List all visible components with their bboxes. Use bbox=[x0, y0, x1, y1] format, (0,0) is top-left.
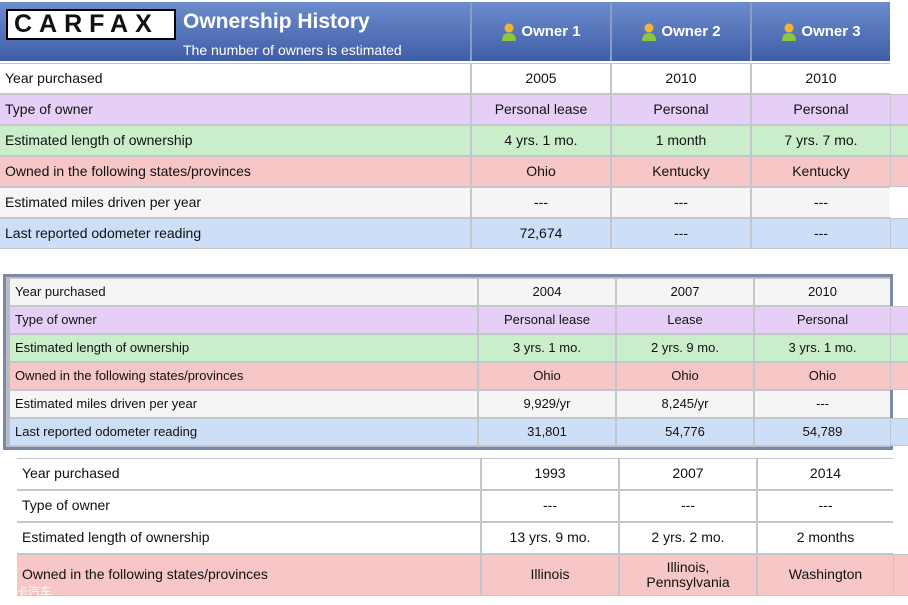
row-band bbox=[891, 219, 908, 248]
cell-value: --- bbox=[472, 188, 610, 217]
cell-value: 2010 bbox=[612, 64, 750, 93]
row-label: Type of owner bbox=[17, 491, 480, 521]
row-band bbox=[891, 307, 908, 333]
row-band bbox=[891, 95, 908, 124]
cell-value: 2 yrs. 2 mo. bbox=[620, 523, 756, 553]
cell-value: 2010 bbox=[755, 279, 890, 305]
owner-icon bbox=[642, 23, 657, 41]
cell-value: Lease bbox=[617, 307, 753, 333]
cell-value: Personal bbox=[612, 95, 750, 124]
cell-value: Ohio bbox=[755, 363, 890, 389]
cell-value: --- bbox=[620, 491, 756, 521]
row-label: Type of owner bbox=[10, 307, 477, 333]
row-band bbox=[891, 363, 908, 389]
owner-header: Owner 1 bbox=[472, 2, 610, 61]
cell-value: --- bbox=[612, 219, 750, 248]
row-label: Estimated length of ownership bbox=[0, 126, 470, 155]
row-band bbox=[894, 555, 908, 595]
cell-value: 4 yrs. 1 mo. bbox=[472, 126, 610, 155]
cell-value: 2 yrs. 9 mo. bbox=[617, 335, 753, 361]
cell-value: Personal lease bbox=[479, 307, 615, 333]
cell-value: 2005 bbox=[472, 64, 610, 93]
cell-value: 2007 bbox=[617, 279, 753, 305]
row-band bbox=[891, 335, 908, 361]
owner-header: Owner 3 bbox=[752, 2, 890, 61]
row-band bbox=[891, 126, 908, 155]
cell-value: 3 yrs. 1 mo. bbox=[755, 335, 890, 361]
cell-value: Personal lease bbox=[472, 95, 610, 124]
cell-value: Kentucky bbox=[612, 157, 750, 186]
cell-value: --- bbox=[752, 188, 890, 217]
subtitle: The number of owners is estimated bbox=[183, 42, 402, 58]
cell-value: Illinois bbox=[482, 555, 618, 595]
cell-value: Washington bbox=[758, 555, 893, 595]
row-label: Type of owner bbox=[0, 95, 470, 124]
title: Ownership History bbox=[183, 10, 370, 33]
cell-value: --- bbox=[755, 391, 890, 417]
row-label: Owned in the following states/provinces bbox=[0, 157, 470, 186]
cell-value: --- bbox=[758, 491, 893, 521]
cell-value: 3 yrs. 1 mo. bbox=[479, 335, 615, 361]
cell-value: 31,801 bbox=[479, 419, 615, 445]
cell-value: 9,929/yr bbox=[479, 391, 615, 417]
row-label: Owned in the following states/provinces bbox=[10, 363, 477, 389]
cell-value: 72,674 bbox=[472, 219, 610, 248]
cell-value: 2 months bbox=[758, 523, 893, 553]
cell-value: 2014 bbox=[758, 459, 893, 489]
row-label: Year purchased bbox=[0, 64, 470, 93]
logo: CARFAX bbox=[6, 9, 176, 40]
cell-value: --- bbox=[752, 219, 890, 248]
cell-value: --- bbox=[482, 491, 618, 521]
cell-value: 54,776 bbox=[617, 419, 753, 445]
owner-header: Owner 2 bbox=[612, 2, 750, 61]
row-label: Last reported odometer reading bbox=[0, 219, 470, 248]
cell-value: Ohio bbox=[479, 363, 615, 389]
row-label: Last reported odometer reading bbox=[10, 419, 477, 445]
row-label: Estimated miles driven per year bbox=[0, 188, 470, 217]
cell-value: Personal bbox=[755, 307, 890, 333]
cell-value: Personal bbox=[752, 95, 890, 124]
row-label: Estimated length of ownership bbox=[10, 335, 477, 361]
cell-value: Ohio bbox=[617, 363, 753, 389]
cell-value: 7 yrs. 7 mo. bbox=[752, 126, 890, 155]
owner-icon bbox=[502, 23, 517, 41]
row-label: Year purchased bbox=[10, 279, 477, 305]
row-band bbox=[891, 157, 908, 186]
cell-value: 54,789 bbox=[755, 419, 890, 445]
row-band bbox=[891, 419, 908, 445]
cell-value: --- bbox=[612, 188, 750, 217]
watermark: 爱卡汽车 bbox=[4, 585, 53, 599]
cell-value: 13 yrs. 9 mo. bbox=[482, 523, 618, 553]
cell-value: 8,245/yr bbox=[617, 391, 753, 417]
cell-value: Illinois, Pennsylvania bbox=[620, 555, 756, 595]
row-label: Owned in the following states/provinces bbox=[17, 555, 480, 595]
owner-icon bbox=[782, 23, 797, 41]
cell-value: Ohio bbox=[472, 157, 610, 186]
cell-value: 2007 bbox=[620, 459, 756, 489]
row-label: Estimated length of ownership bbox=[17, 523, 480, 553]
cell-value: Kentucky bbox=[752, 157, 890, 186]
owner-label: Owner 2 bbox=[661, 23, 721, 40]
row-label: Year purchased bbox=[17, 459, 480, 489]
row-label: Estimated miles driven per year bbox=[10, 391, 477, 417]
owner-label: Owner 1 bbox=[521, 23, 581, 40]
cell-value: 1993 bbox=[482, 459, 618, 489]
cell-value: 2004 bbox=[479, 279, 615, 305]
owner-label: Owner 3 bbox=[801, 23, 861, 40]
cell-value: 1 month bbox=[612, 126, 750, 155]
cell-value: 2010 bbox=[752, 64, 890, 93]
